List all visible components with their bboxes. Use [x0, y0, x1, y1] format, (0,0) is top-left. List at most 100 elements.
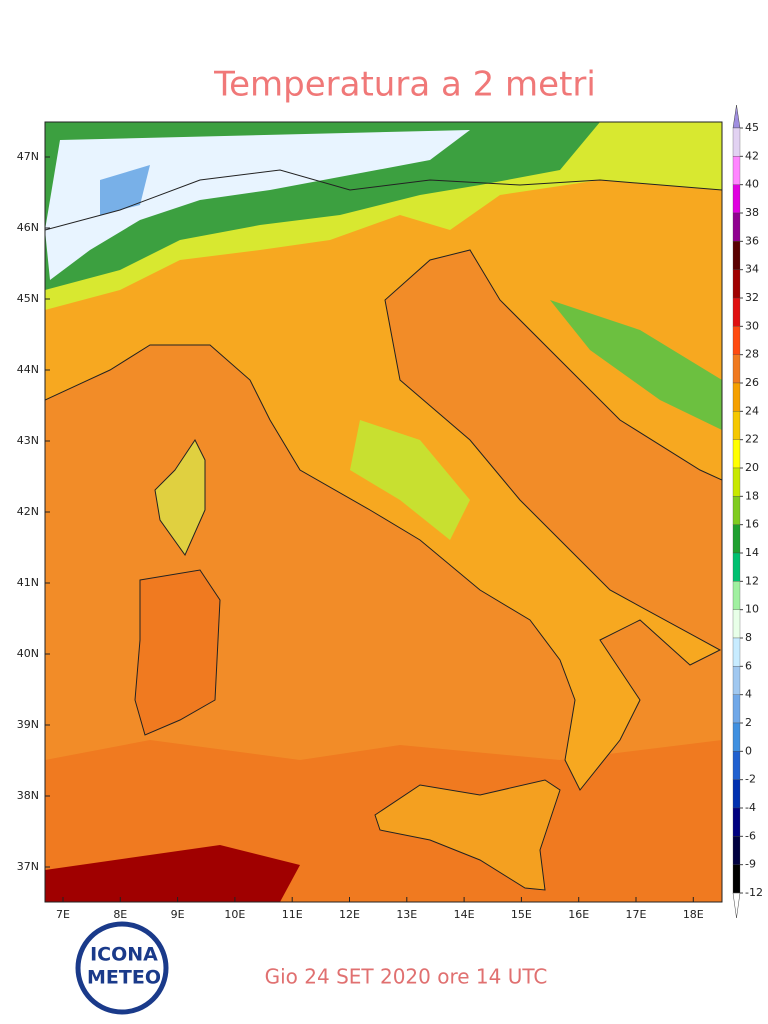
colorbar-segment	[732, 439, 741, 469]
title: Temperatura a 2 metri	[213, 65, 596, 105]
lat-label: 41N	[17, 576, 39, 589]
africa	[45, 845, 300, 902]
colorbar-label: 36	[745, 234, 759, 247]
colorbar-label: -9	[745, 858, 756, 871]
colorbar-segment	[732, 382, 741, 412]
colorbar-label: 40	[745, 178, 759, 191]
colorbar-segment	[732, 751, 741, 780]
lat-label: 47N	[17, 150, 39, 163]
colorbar-segment	[732, 807, 741, 837]
colorbar-label: 8	[745, 631, 752, 644]
colorbar-segment	[732, 637, 741, 667]
colorbar-label: 28	[745, 348, 759, 361]
colorbar-label: 6	[745, 659, 752, 672]
colorbar-label: 4	[745, 688, 752, 701]
colorbar-label: -2	[745, 773, 756, 786]
lon-label: 16E	[568, 908, 589, 921]
colorbar-segment	[732, 722, 741, 752]
lat-label: 42N	[17, 505, 39, 518]
colorbar-segment	[732, 127, 741, 157]
colorbar-label: -4	[745, 801, 756, 814]
lon-axis: 7E 8E 9E 10E 11E 12E 13E 14E 15E 16E 17E 18E	[56, 897, 704, 921]
lat-label: 40N	[17, 647, 39, 660]
date: Gio 24 SET 2020 ore 14 UTC	[265, 965, 548, 989]
colorbar-segment	[732, 354, 741, 384]
colorbar-segment	[732, 581, 741, 610]
colorbar-label: 12	[745, 574, 759, 587]
lon-label: 12E	[339, 908, 360, 921]
alps-snow	[45, 130, 470, 280]
colorbar-segment	[732, 467, 741, 497]
colorbar-label: 18	[745, 489, 759, 502]
colorbar-label: 26	[745, 376, 759, 389]
colorbar-cap	[732, 892, 741, 919]
logo-text: ICONA	[90, 944, 158, 966]
colorbar-label: 22	[745, 433, 759, 446]
lon-label: 7E	[56, 908, 70, 921]
colorbar-segment	[732, 864, 741, 894]
colorbar: 4542403836343230282624222018161412108642…	[732, 104, 763, 919]
colorbar-cap	[732, 104, 741, 129]
lon-label: 17E	[626, 908, 647, 921]
lon-label: 13E	[396, 908, 417, 921]
colorbar-label: -6	[745, 829, 756, 842]
lat-label: 44N	[17, 363, 39, 376]
logo-ring	[75, 921, 169, 1015]
apennines	[350, 420, 470, 540]
lon-label: 11E	[282, 908, 303, 921]
colorbar-label: 45	[745, 121, 759, 134]
lat-label: 46N	[17, 221, 39, 234]
logo-text: METEO	[87, 967, 161, 989]
colorbar-segment	[732, 241, 741, 270]
map	[45, 122, 722, 902]
colorbar-segment	[732, 694, 741, 724]
colorbar-label: 0	[745, 744, 752, 757]
colorbar-segment	[732, 212, 741, 242]
colorbar-segment	[732, 297, 741, 327]
lat-label: 38N	[17, 789, 39, 802]
colorbar-segment	[732, 524, 741, 554]
colorbar-label: 30	[745, 319, 759, 332]
colorbar-segment	[732, 609, 741, 639]
alps-cold	[100, 165, 150, 215]
lat-axis: 47N 46N 45N 44N 43N 42N 41N 40N 39N 38N 37N	[17, 150, 50, 873]
lat-label: 37N	[17, 860, 39, 873]
colorbar-label: 16	[745, 518, 759, 531]
colorbar-segment	[732, 836, 741, 865]
colorbar-segment	[732, 411, 741, 440]
coastline	[45, 249, 722, 791]
lon-label: 8E	[113, 908, 127, 921]
colorbar-segment	[732, 666, 741, 695]
balkans-high	[550, 300, 722, 430]
colorbar-segment	[732, 269, 741, 299]
colorbar-label: 2	[745, 716, 752, 729]
lon-label: 15E	[511, 908, 532, 921]
colorbar-segment	[732, 779, 741, 809]
corsica	[155, 440, 205, 555]
sicily	[375, 780, 560, 890]
colorbar-segment	[732, 552, 741, 582]
border	[45, 169, 722, 231]
lat-label: 43N	[17, 434, 39, 447]
lat-label: 45N	[17, 292, 39, 305]
colorbar-label: 34	[745, 263, 759, 276]
lon-label: 9E	[171, 908, 185, 921]
lon-label: 14E	[454, 908, 475, 921]
sardinia	[135, 570, 220, 735]
island-coast	[134, 439, 561, 891]
colorbar-segment	[732, 326, 741, 355]
colorbar-label: 32	[745, 291, 759, 304]
colorbar-label: 38	[745, 206, 759, 219]
lat-label: 39N	[17, 718, 39, 731]
colorbar-label: 10	[745, 603, 759, 616]
colorbar-label: 14	[745, 546, 759, 559]
colorbar-label: 20	[745, 461, 759, 474]
colorbar-label: 24	[745, 404, 759, 417]
colorbar-segment	[732, 184, 741, 214]
lon-label: 18E	[683, 908, 704, 921]
colorbar-segment	[732, 156, 741, 185]
colorbar-segment	[732, 496, 741, 525]
lon-label: 10E	[224, 908, 245, 921]
colorbar-label: -12	[745, 886, 763, 899]
